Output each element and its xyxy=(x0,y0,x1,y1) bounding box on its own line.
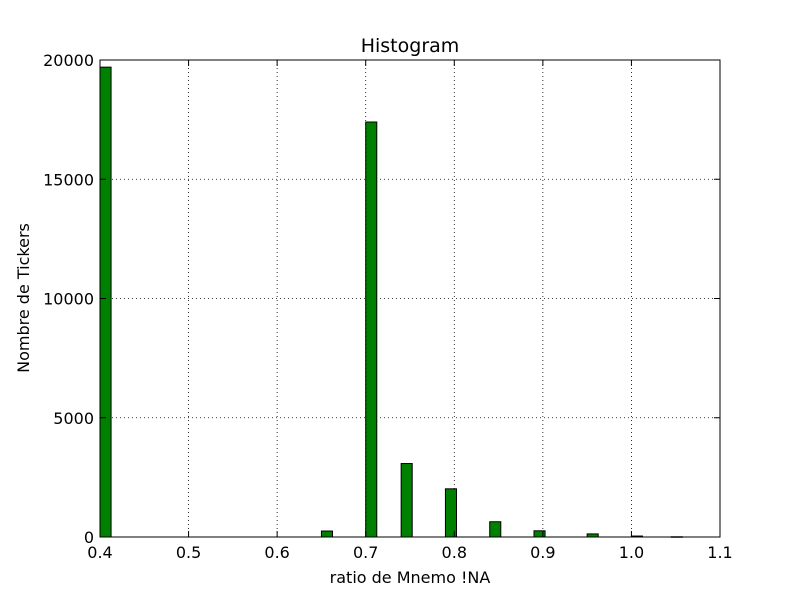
histogram-bar xyxy=(365,121,378,538)
y-tick-labels: 0 5000 10000 15000 20000 xyxy=(43,51,94,547)
x-tick-label: 0.5 xyxy=(176,543,201,562)
x-tick-label: 1.0 xyxy=(619,543,644,562)
y-axis-label: Nombre de Tickers xyxy=(14,223,33,373)
histogram-bar xyxy=(533,530,546,538)
x-tick-label: 0.9 xyxy=(530,543,555,562)
histogram-bar xyxy=(444,488,457,538)
x-tick-label: 0.6 xyxy=(264,543,289,562)
y-tick-label: 10000 xyxy=(43,290,94,309)
x-axis-label: ratio de Mnemo !NA xyxy=(330,568,491,587)
histogram-bar xyxy=(320,530,333,538)
y-tick-label: 0 xyxy=(84,528,94,547)
y-tick-label: 5000 xyxy=(53,409,94,428)
histogram-bar xyxy=(489,521,502,538)
x-tick-label: 0.8 xyxy=(442,543,467,562)
x-tick-label: 0.4 xyxy=(87,543,112,562)
y-tick-label: 20000 xyxy=(43,51,94,70)
histogram-bar xyxy=(99,66,112,538)
x-tick-label: 0.7 xyxy=(353,543,378,562)
ticks-group xyxy=(99,59,721,538)
y-tick-label: 15000 xyxy=(43,170,94,189)
histogram-bar xyxy=(400,463,413,538)
x-tick-labels: 0.4 0.5 0.6 0.7 0.8 0.9 1.0 1.1 xyxy=(87,543,732,562)
chart-title: Histogram xyxy=(361,35,460,57)
x-tick-label: 1.1 xyxy=(707,543,732,562)
grid-lines xyxy=(100,60,720,537)
